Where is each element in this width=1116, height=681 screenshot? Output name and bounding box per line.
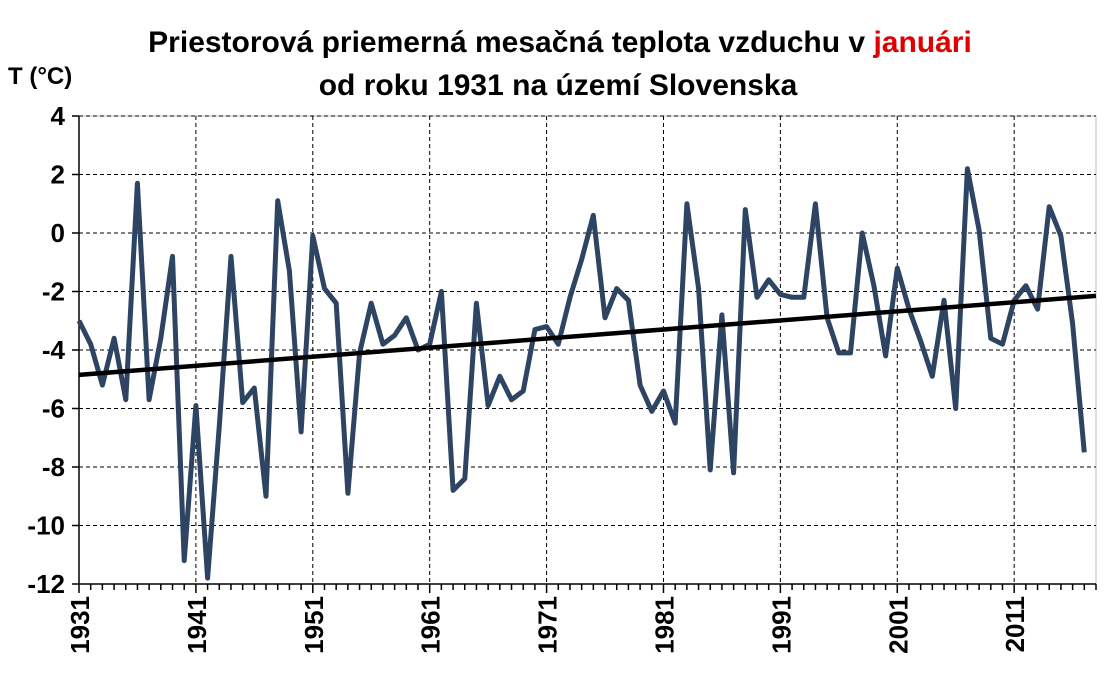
x-tick-label: 2001 (883, 596, 913, 654)
y-tick-label: 0 (51, 218, 65, 248)
x-tick-label: 1981 (649, 596, 679, 654)
y-tick-label: 4 (51, 101, 66, 131)
x-tick-label: 1931 (65, 596, 95, 654)
x-tick-label: 1991 (766, 596, 796, 654)
y-tick-label: -2 (42, 277, 65, 307)
x-tick-label: 1951 (299, 596, 329, 654)
y-tick-label: -4 (42, 335, 66, 365)
trend-line (78, 293, 1097, 378)
y-tick-label: -10 (27, 511, 65, 541)
y-tick-label: 2 (51, 160, 65, 190)
x-tick-label: 1941 (182, 596, 212, 654)
x-tick-label: 1971 (533, 596, 563, 654)
x-tick-label: 1961 (416, 596, 446, 654)
y-tick-label: -6 (42, 394, 65, 424)
chart-title-highlight: januári (872, 26, 971, 59)
x-tick-label: 2011 (1000, 596, 1030, 652)
chart-title-line2: od roku 1931 na území Slovenska (319, 69, 798, 102)
y-axis-label: T (°C) (8, 63, 72, 90)
y-tick-label: -8 (42, 452, 65, 482)
temperature-series-line (76, 166, 1087, 581)
y-tick-label: -12 (27, 569, 65, 599)
chart-title-line1: Priestorová priemerná mesačná teplota vz… (148, 26, 972, 59)
